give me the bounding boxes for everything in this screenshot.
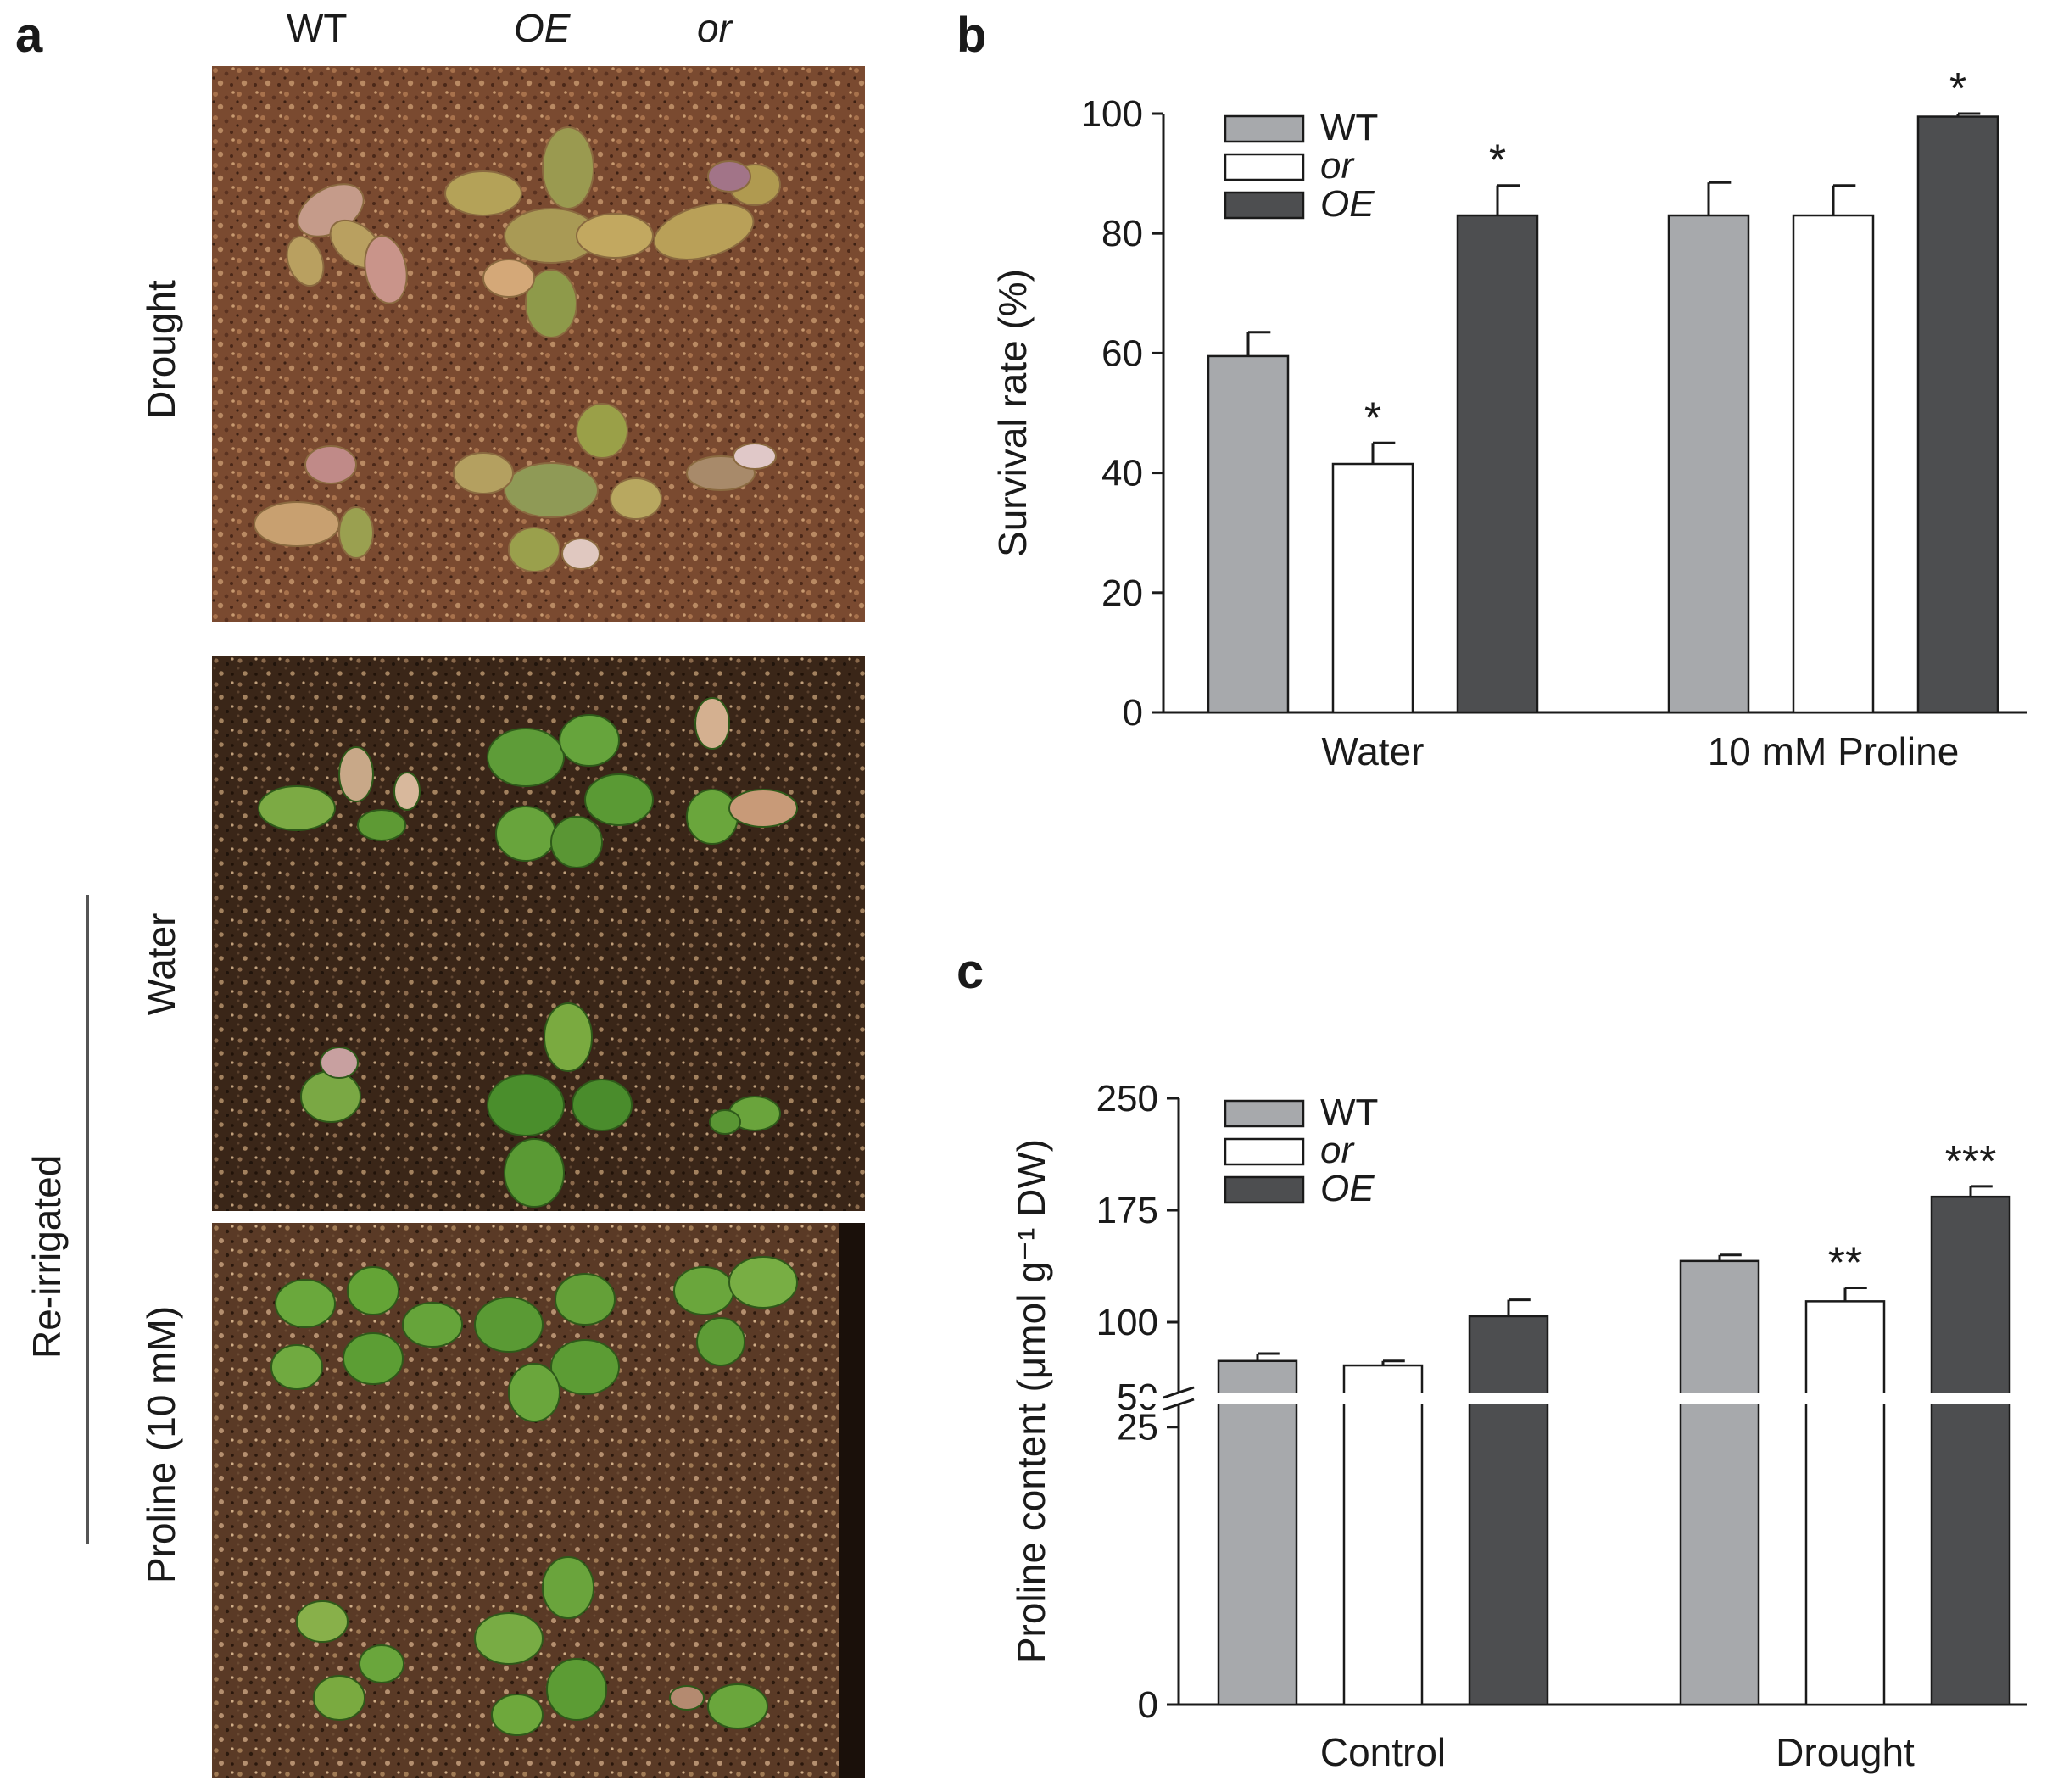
significance-mark: ** (1828, 1239, 1862, 1288)
bar-oe-10-mm-proline (1916, 115, 1999, 714)
panel-letter-c: c (956, 944, 984, 999)
bar-or-water (1331, 462, 1414, 714)
bar-or-control (1342, 1364, 1424, 1706)
column-label-oe: OE (514, 6, 571, 50)
legend-swatch (1224, 1099, 1305, 1128)
bar-wt-water (1207, 354, 1290, 714)
bar-oe-control (1468, 1315, 1549, 1706)
significance-mark: * (1489, 137, 1506, 186)
y-axis-label: Survival rate (%) (990, 269, 1034, 557)
legend-label: or (1320, 145, 1355, 187)
legend-swatch (1224, 114, 1305, 143)
y-tick-label: 40 (1101, 453, 1143, 494)
legend-label: OE (1320, 183, 1375, 225)
column-label-wt: WT (287, 6, 348, 50)
panel-letter-a: a (15, 8, 43, 63)
bar-or-10-mm-proline (1792, 214, 1875, 714)
re-irrigated-bracket-line (86, 895, 89, 1544)
y-axis-label: Proline content (μmol g⁻¹ DW) (1009, 1139, 1053, 1663)
axis-break-band (1136, 1393, 2035, 1404)
y-tick-label: 0 (1123, 692, 1143, 734)
x-category-label: Water (1322, 729, 1425, 773)
axis-break-mark (1163, 1398, 1195, 1411)
column-label-or: or (697, 6, 732, 50)
significance-mark: * (1949, 64, 1966, 114)
y-tick-label: 20 (1101, 572, 1143, 614)
y-tick-label: 175 (1096, 1190, 1158, 1231)
panel-letter-b: b (956, 8, 987, 63)
significance-mark: * (1364, 394, 1381, 443)
y-tick-label: 60 (1101, 332, 1143, 374)
bar-wt-control (1217, 1359, 1298, 1706)
bar-oe-water (1456, 214, 1539, 714)
legend-swatch (1224, 191, 1305, 220)
photo-reirrigated-proline (212, 1223, 865, 1778)
photo-drought (212, 66, 865, 622)
bar-wt-drought (1679, 1259, 1760, 1706)
bar-or-drought (1804, 1300, 1886, 1706)
x-category-label: Control (1320, 1730, 1446, 1774)
photo-reirrigated-water (212, 656, 865, 1211)
legend-label: OE (1320, 1168, 1375, 1209)
y-tick-label: 100 (1081, 93, 1143, 135)
legend-swatch (1224, 1175, 1305, 1204)
y-tick-label: 250 (1096, 1078, 1158, 1119)
legend-swatch (1224, 153, 1305, 181)
bar-oe-drought (1930, 1195, 2011, 1706)
x-category-label: 10 mM Proline (1708, 729, 1960, 773)
legend-swatch (1224, 1137, 1305, 1166)
legend-label: or (1320, 1130, 1355, 1171)
significance-mark: *** (1945, 1137, 1997, 1186)
y-tick-label: 80 (1101, 213, 1143, 254)
y-tick-label: 0 (1138, 1684, 1158, 1726)
x-category-label: Drought (1776, 1730, 1915, 1774)
axis-break-mark (1163, 1386, 1195, 1399)
legend-label: WT (1320, 1091, 1378, 1133)
bar-wt-10-mm-proline (1667, 214, 1750, 714)
legend-label: WT (1320, 107, 1378, 148)
y-tick-label: 25 (1117, 1407, 1158, 1449)
y-tick-label: 100 (1096, 1302, 1158, 1343)
